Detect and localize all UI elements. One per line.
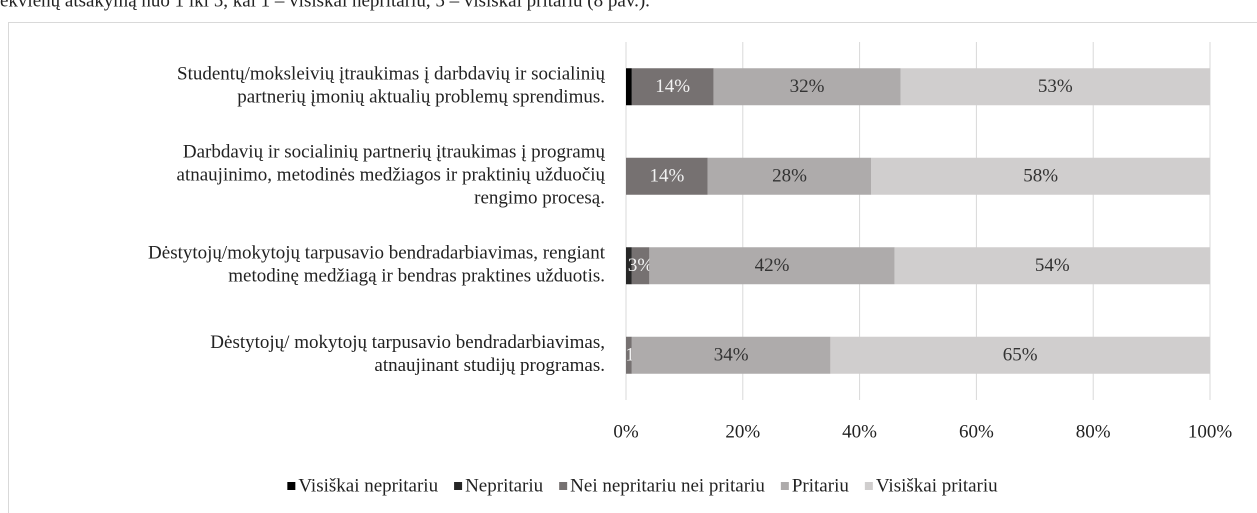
bar-segment xyxy=(626,157,708,195)
legend-swatch xyxy=(287,482,296,490)
bar-segment xyxy=(626,68,632,106)
x-tick-label: 80% xyxy=(1076,421,1111,442)
category-label: Studentų/moksleivių įtraukimas į darbdav… xyxy=(177,64,605,85)
data-label: 53% xyxy=(1038,76,1073,97)
x-tick-label: 100% xyxy=(1188,421,1233,442)
legend-label: Nepritariu xyxy=(465,475,544,496)
bar-segment xyxy=(830,336,1210,374)
data-label: 14% xyxy=(655,76,690,97)
legend-swatch xyxy=(454,482,463,490)
legend: Visiškai nepritariu Nepritariu Nei neprita… xyxy=(287,475,998,496)
category-label: atnaujinimo, metodinės medžiagos ir prak… xyxy=(177,165,606,186)
category-label: Dėstytojų/ mokytojų tarpusavio bendradar… xyxy=(210,332,605,353)
category-label: rengimo procesą. xyxy=(474,188,605,209)
bar-segment xyxy=(894,247,1210,285)
bar-segment xyxy=(626,247,632,285)
bar-segment xyxy=(871,157,1210,195)
data-label: 54% xyxy=(1035,255,1070,276)
data-label: 34% xyxy=(714,345,749,366)
bar-segment xyxy=(649,247,895,285)
x-tick-label: 0% xyxy=(613,421,639,442)
x-tick-label: 20% xyxy=(725,421,760,442)
x-tick-label: 40% xyxy=(842,421,877,442)
bar-segment xyxy=(631,336,831,374)
legend-label: Pritariu xyxy=(792,475,849,496)
bar-segment xyxy=(626,336,632,374)
bar-segment xyxy=(707,157,872,195)
data-label: 3% xyxy=(628,255,654,276)
category-label: metodinę medžiagą ir bendras praktines u… xyxy=(228,266,605,287)
data-label: 28% xyxy=(772,166,807,187)
legend-label: Visiškai pritariu xyxy=(876,475,998,496)
bar-segment xyxy=(900,68,1210,106)
data-label: 58% xyxy=(1023,166,1058,187)
data-label: 14% xyxy=(649,166,684,187)
x-tick-label: 60% xyxy=(959,421,994,442)
bar-segment xyxy=(631,68,714,106)
category-label: partnerių įmonių aktualių problemų spren… xyxy=(237,87,605,108)
bar-segment xyxy=(631,247,650,285)
category-label: atnaujinant studijų programas. xyxy=(374,355,605,376)
data-label: 65% xyxy=(1003,345,1038,366)
legend-label: Visiškai nepritariu xyxy=(298,475,438,496)
category-label: Dėstytojų/mokytojų tarpusavio bendradarb… xyxy=(148,243,606,264)
caption: ekvienų atsakymą nuo 1 iki 5, kai 1 – vi… xyxy=(0,0,650,11)
legend-swatch xyxy=(864,482,873,490)
bar-segment xyxy=(713,68,901,106)
category-label: Darbdavių ir socialinių partnerių įtrauk… xyxy=(183,142,606,163)
data-label: 42% xyxy=(755,255,790,276)
data-label: 32% xyxy=(790,76,825,97)
legend-swatch xyxy=(780,482,789,490)
legend-swatch xyxy=(559,482,568,490)
legend-label: Nei nepritariu nei pritariu xyxy=(570,475,765,496)
